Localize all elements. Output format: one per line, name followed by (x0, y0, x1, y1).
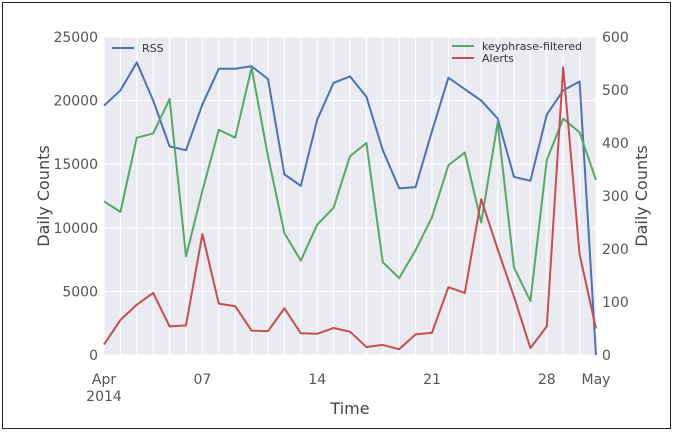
legend-label-alerts: Alerts (482, 52, 514, 65)
gridlines (103, 36, 597, 356)
right-y-tick-label: 200 (602, 242, 629, 258)
right-y-tick-label: 400 (602, 136, 629, 152)
x-tick-label: 28 (538, 372, 556, 388)
x-tick-label: 07 (193, 372, 211, 388)
left-y-tick-label: 5000 (62, 284, 98, 300)
series-layer (103, 61, 597, 356)
legend-right: keyphrase-filtered Alerts (452, 40, 582, 65)
right-y-axis-label: Daily Counts (632, 145, 651, 246)
right-y-tick-label: 0 (602, 348, 611, 364)
x-tick-sublabel: 2014 (86, 389, 122, 405)
right-y-tick-label: 600 (602, 30, 629, 46)
left-y-tick-label: 15000 (53, 157, 98, 173)
right-y-tick-label: 300 (602, 189, 629, 205)
x-tick-label: Apr (92, 372, 116, 388)
right-y-tick-label: 500 (602, 83, 629, 99)
left-y-tick-label: 0 (89, 348, 98, 364)
series-line-keyphrase-filtered (103, 66, 597, 302)
series-line-rss (103, 61, 597, 356)
left-y-tick-label: 20000 (53, 94, 98, 110)
legend-left: RSS (112, 42, 164, 55)
series-line-alerts (103, 66, 597, 351)
right-y-tick-label: 100 (602, 295, 629, 311)
left-y-axis-ticks: 0 5000 10000 15000 20000 25000 (53, 30, 98, 364)
x-tick-label: 14 (308, 372, 326, 388)
left-y-axis-label: Daily Counts (34, 145, 53, 246)
left-y-tick-label: 10000 (53, 221, 98, 237)
left-y-tick-label: 25000 (53, 30, 98, 46)
x-axis-label: Time (329, 399, 369, 418)
right-y-axis-ticks: 0 100 200 300 400 500 600 (602, 30, 629, 364)
legend-label-rss: RSS (142, 42, 164, 55)
x-tick-label: May (582, 372, 611, 388)
legend-label-keyphrase-filtered: keyphrase-filtered (482, 40, 582, 53)
x-tick-label: 21 (423, 372, 441, 388)
